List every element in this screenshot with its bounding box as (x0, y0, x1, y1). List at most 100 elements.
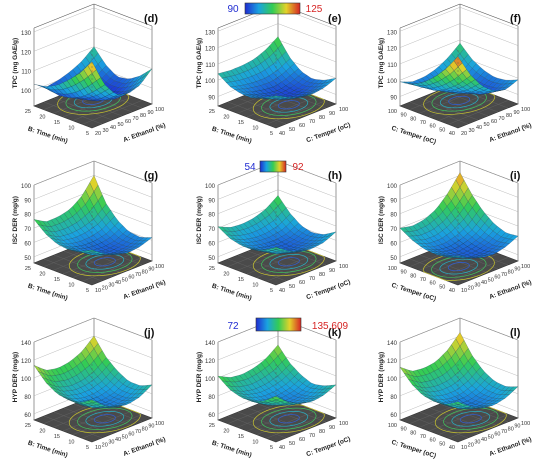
x-axis-label: A: Ethanol (%) (122, 279, 166, 301)
z-tick-label: 90 (208, 95, 215, 101)
x-tick-label: 30 (469, 128, 475, 134)
x-tick-label: 50 (289, 441, 295, 447)
colorbar-isc: 54 92 (244, 161, 304, 173)
x-tick-label: 100 (521, 107, 530, 113)
y-tick-label: 5 (86, 131, 89, 137)
x-tick-label: 60 (125, 119, 131, 125)
y-axis-label: B: Time (min) (27, 440, 69, 459)
z-tick-label: 130 (387, 30, 398, 36)
x-tick-label: 70 (501, 272, 507, 278)
z-axis-label: HYP DER (mg/g) (196, 352, 203, 402)
z-tick-label: 70 (24, 227, 31, 233)
surface-mesh (218, 345, 336, 406)
x-tick-label: 50 (488, 277, 494, 283)
x-tick-label: 60 (299, 437, 305, 443)
x-tick-label: 70 (135, 429, 141, 435)
y-tick-label: 15 (54, 120, 60, 126)
z-tick-label: 120 (205, 359, 216, 365)
y-tick-label: 25 (25, 109, 31, 115)
x-tick-label: 30 (474, 283, 480, 289)
y-tick-label: 10 (252, 283, 258, 289)
x-tick-label: 30 (108, 440, 114, 446)
x-tick-label: 80 (142, 426, 148, 432)
z-tick-label: 120 (21, 50, 32, 56)
z-tick-label: 60 (208, 413, 215, 419)
x-axis-label: C: Temper (oC) (305, 122, 351, 144)
x-tick-label: 70 (499, 116, 505, 122)
x-tick-label: 10 (461, 445, 467, 451)
x-tick-label: 60 (494, 275, 500, 281)
x-tick-label: 20 (468, 442, 474, 448)
y-tick-label: 50 (439, 441, 445, 447)
x-tick-label: 70 (501, 429, 507, 435)
y-tick-label: 90 (401, 427, 407, 433)
y-tick-label: 70 (420, 434, 426, 440)
surface-mesh (400, 43, 518, 94)
x-tick-label: 20 (95, 131, 101, 137)
y-tick-label: 50 (439, 284, 445, 290)
z-axis-label: TPC (mg GAE/g) (196, 38, 203, 89)
z-tick-label: 120 (205, 47, 216, 53)
y-tick-label: 25 (25, 423, 31, 429)
surface-mesh (218, 37, 336, 100)
z-tick-label: 50 (208, 256, 215, 262)
colorbar-hyp-high: 135.609 (312, 321, 349, 332)
z-axis-label: HYP DER (mg/g) (378, 352, 385, 402)
z-tick-label: 60 (208, 241, 215, 247)
z-tick-label: 70 (390, 227, 397, 233)
z-axis-label: ISC DER (mg/g) (12, 196, 19, 244)
x-tick-label: 10 (461, 288, 467, 294)
x-tick-label: 20 (468, 285, 474, 291)
x-tick-label: 50 (488, 434, 494, 440)
x-tick-label: 60 (299, 123, 305, 129)
y-tick-label: 5 (270, 288, 273, 294)
y-axis-label: B: Time (min) (27, 126, 69, 145)
z-tick-label: 90 (390, 95, 397, 101)
y-tick-label: 100 (388, 109, 397, 115)
z-tick-label: 90 (24, 198, 31, 204)
x-tick-label: 40 (279, 131, 285, 137)
y-tick-label: 90 (401, 113, 407, 119)
y-tick-label: 100 (388, 423, 397, 429)
colorbar-isc-gradient (260, 161, 286, 172)
x-tick-label: 100 (339, 264, 348, 270)
y-tick-label: 15 (238, 120, 244, 126)
y-tick-label: 25 (209, 423, 215, 429)
z-tick-label: 110 (205, 63, 215, 69)
z-axis-label: ISC DER (mg/g) (196, 196, 203, 244)
x-tick-label: 90 (514, 267, 520, 273)
panel-label: (g) (144, 170, 158, 182)
colorbar-hyp-low: 72 (227, 321, 239, 332)
z-tick-label: 80 (208, 213, 215, 219)
x-tick-label: 50 (122, 277, 128, 283)
z-tick-label: 110 (21, 70, 31, 76)
surface-mesh (34, 175, 152, 255)
y-axis-label: B: Time (min) (211, 440, 253, 459)
colorbar-tpc-gradient (245, 3, 300, 14)
x-tick-label: 50 (289, 127, 295, 133)
surface-mesh (400, 332, 518, 408)
y-tick-label: 40 (449, 131, 455, 137)
z-tick-label: 110 (387, 63, 397, 69)
y-axis-label: B: Time (min) (211, 283, 253, 302)
y-tick-label: 10 (252, 126, 258, 132)
x-tick-label: 80 (508, 426, 514, 432)
x-axis-label: A: Ethanol (%) (122, 122, 166, 144)
z-tick-label: 60 (390, 241, 397, 247)
surface-mesh (34, 47, 152, 101)
z-tick-label: 60 (24, 413, 31, 419)
z-gridline (400, 24, 518, 48)
panel-label: (d) (144, 13, 158, 25)
colorbar-isc-high: 92 (292, 162, 304, 173)
colorbar-tpc-high: 125 (306, 4, 323, 15)
box-edge (400, 4, 460, 28)
x-tick-label: 60 (491, 119, 497, 125)
z-tick-label: 100 (387, 184, 398, 190)
y-tick-label: 5 (270, 445, 273, 451)
z-axis-label: ISC DER (mg/g) (378, 196, 385, 244)
x-tick-label: 60 (494, 432, 500, 438)
y-tick-label: 80 (410, 273, 416, 279)
y-tick-label: 50 (439, 127, 445, 133)
